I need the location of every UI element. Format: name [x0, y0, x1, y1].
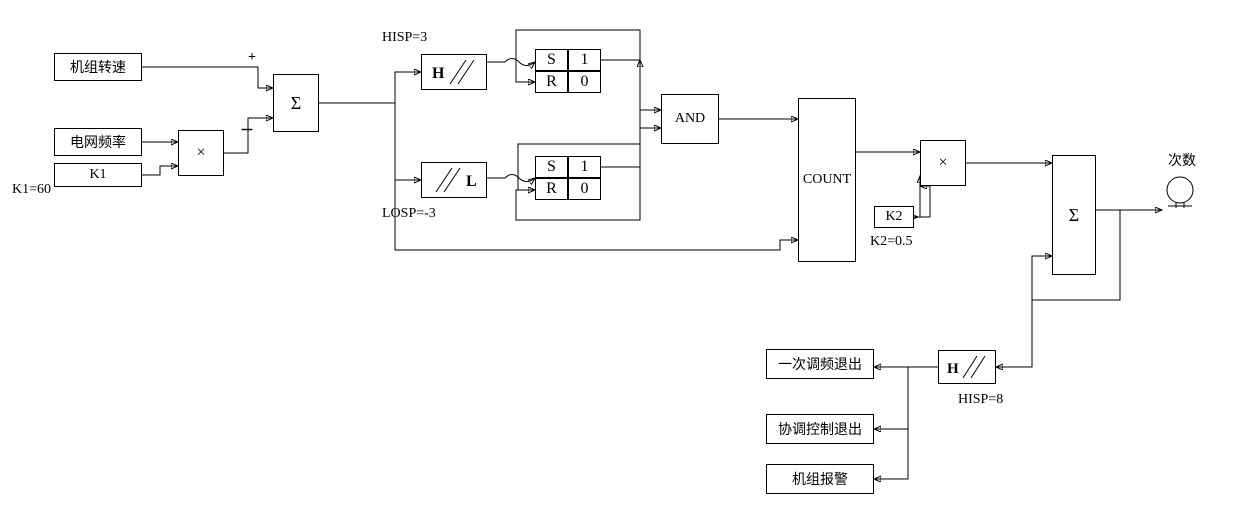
sr1-r: R [535, 71, 568, 93]
k1-box-label: K1 [89, 167, 106, 183]
sr2-s: S [535, 156, 568, 178]
svg-text:L: L [466, 173, 477, 190]
svg-text:H: H [947, 361, 959, 377]
multiply-2-symbol: × [938, 154, 947, 172]
low-threshold-block: L [421, 162, 487, 198]
sigma-2-symbol: Σ [1069, 205, 1079, 226]
sr1-zero: 0 [568, 71, 601, 93]
coord-control-exit-output: 协调控制退出 [766, 414, 874, 444]
count-block: COUNT [798, 98, 856, 262]
unit-alarm-output: 机组报警 [766, 464, 874, 494]
high-threshold-icon: H [422, 54, 486, 90]
sr2-r: R [535, 178, 568, 200]
unit-alarm-label: 机组报警 [792, 469, 848, 489]
count-output-label: 次数 [1168, 150, 1196, 170]
sr-latch-2: S 1 R 0 [535, 156, 601, 200]
high-threshold-2-icon: H [939, 350, 995, 384]
sr1-one: 1 [568, 49, 601, 71]
grid-frequency-input: 电网频率 [54, 128, 142, 156]
primary-freq-exit-output: 一次调频退出 [766, 349, 874, 379]
coord-control-exit-label: 协调控制退出 [778, 419, 862, 439]
sr2-one: 1 [568, 156, 601, 178]
sigma-block-2: Σ [1052, 155, 1096, 275]
k2-box-label: K2 [885, 209, 902, 225]
high-threshold-block: H [421, 54, 487, 90]
sigma-1-symbol: Σ [291, 93, 301, 114]
k1-constant-box: K1 [54, 163, 142, 187]
low-threshold-icon: L [422, 162, 486, 198]
sigma1-minus: － [240, 120, 254, 140]
multiply-block-2: × [920, 140, 966, 186]
k2-value-label: K2=0.5 [870, 234, 913, 250]
unit-speed-input: 机组转速 [54, 53, 142, 81]
sr2-zero: 0 [568, 178, 601, 200]
k2-constant-box: K2 [874, 206, 914, 228]
sigma-block-1: Σ [273, 74, 319, 132]
losp-label: LOSP=-3 [382, 206, 436, 222]
k1-value-label: K1=60 [12, 182, 51, 198]
and-gate: AND [661, 94, 719, 144]
svg-text:H: H [432, 65, 445, 82]
sigma1-plus: + [248, 50, 256, 66]
hisp2-label: HISP=8 [958, 392, 1003, 408]
and-label: AND [675, 111, 705, 127]
unit-speed-label: 机组转速 [70, 57, 126, 77]
sr1-s: S [535, 49, 568, 71]
grid-frequency-label: 电网频率 [70, 132, 126, 152]
sr-latch-1: S 1 R 0 [535, 49, 601, 93]
high-threshold-block-2: H [938, 350, 996, 384]
hisp-label: HISP=3 [382, 30, 427, 46]
multiply-1-symbol: × [196, 144, 205, 162]
count-label: COUNT [803, 172, 851, 188]
count-output-icon [1162, 174, 1198, 210]
multiply-block-1: × [178, 130, 224, 176]
primary-freq-exit-label: 一次调频退出 [778, 354, 862, 374]
